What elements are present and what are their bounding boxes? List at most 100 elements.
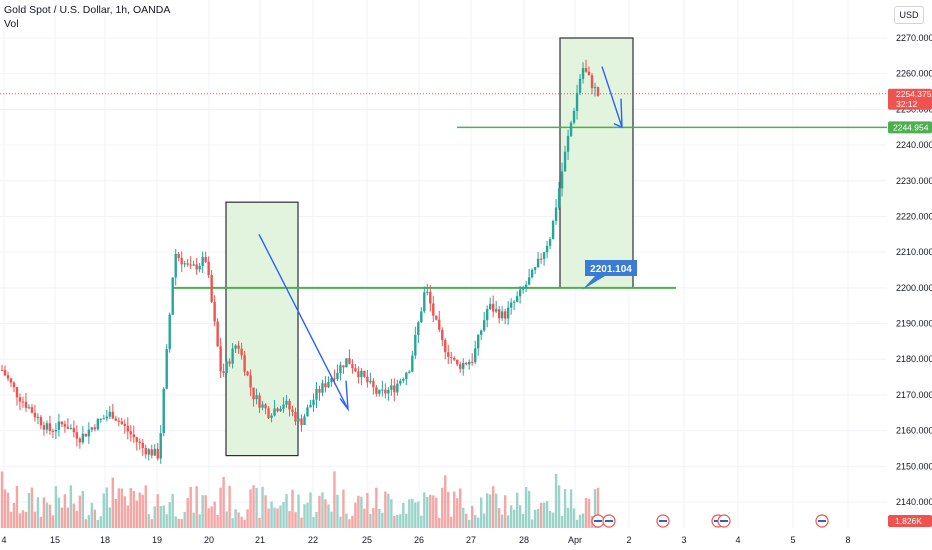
- candle-body: [423, 292, 426, 312]
- candle-body: [69, 428, 73, 430]
- candle-body: [57, 421, 61, 430]
- candle-body: [249, 375, 252, 388]
- candle-body: [24, 401, 28, 408]
- volume-bar: [147, 514, 150, 528]
- candle-body: [399, 380, 402, 384]
- volume-bar: [578, 514, 582, 528]
- candle-body: [3, 370, 7, 376]
- volume-bar: [0, 471, 4, 528]
- volume-bar: [294, 512, 297, 528]
- price-callout-bg[interactable]: [582, 260, 637, 290]
- candle-body: [333, 378, 336, 380]
- candle-body: [204, 256, 207, 262]
- volume-bar: [231, 518, 234, 528]
- x-tick-label: 18: [100, 535, 110, 545]
- volume-bar: [291, 489, 294, 528]
- candle-body: [144, 447, 147, 455]
- candle-body: [539, 258, 543, 260]
- candle-body: [63, 424, 67, 427]
- candle-body: [494, 309, 498, 312]
- volume-bar: [515, 492, 519, 528]
- candle-body: [165, 349, 168, 389]
- volume-bar: [66, 507, 70, 528]
- volume-bar: [135, 500, 138, 528]
- candle-body: [294, 412, 297, 422]
- volume-bar: [441, 487, 444, 528]
- volume-bar: [75, 510, 79, 528]
- volume-bar: [87, 514, 91, 528]
- volume-bar: [369, 513, 372, 528]
- candle-body: [138, 441, 141, 443]
- candle-body: [21, 401, 25, 403]
- volume-bar: [357, 495, 360, 528]
- volume-indicator-label[interactable]: Vol: [4, 18, 19, 30]
- trend-arrow-2[interactable]: [601, 66, 623, 128]
- candle-body: [261, 404, 264, 408]
- volume-bar: [78, 495, 82, 528]
- volume-bar: [321, 492, 324, 528]
- volume-bar: [90, 502, 94, 528]
- volume-bar: [315, 511, 318, 528]
- volume-bar: [536, 508, 540, 528]
- candle-body: [462, 362, 465, 369]
- volume-bar: [324, 499, 327, 528]
- highlight-box-2[interactable]: [559, 37, 634, 289]
- candle-body: [312, 399, 315, 406]
- y-tick-label: 2210.000: [896, 247, 932, 257]
- candle-body: [432, 303, 435, 316]
- volume-value: 1.826K: [895, 516, 922, 526]
- volume-bar: [354, 502, 357, 528]
- candle-body: [542, 252, 546, 259]
- trend-arrow-1[interactable]: [258, 233, 349, 410]
- volume-bar: [471, 505, 474, 528]
- candle-body: [198, 265, 201, 270]
- volume-bar: [234, 509, 237, 528]
- highlight-box-1[interactable]: [225, 201, 299, 457]
- volume-bar: [500, 514, 504, 528]
- candle-body: [348, 358, 351, 365]
- volume-badge[interactable]: [888, 515, 932, 527]
- volume-bar: [459, 488, 462, 528]
- candle-body: [273, 408, 276, 416]
- y-tick-label: 2200.000: [896, 283, 932, 293]
- volume-bar: [306, 502, 309, 528]
- candle-body: [9, 378, 13, 383]
- volume-bar: [72, 503, 76, 528]
- x-tick-label: 26: [414, 535, 424, 545]
- candle-body: [488, 303, 492, 310]
- candle-body: [234, 345, 237, 349]
- candle-body: [575, 92, 579, 111]
- candle-body: [126, 425, 129, 432]
- volume-bar: [219, 487, 222, 528]
- candle-body: [578, 78, 582, 93]
- volume-bar: [237, 512, 240, 528]
- candle-body: [90, 427, 94, 430]
- volume-bar: [18, 513, 22, 528]
- level-price-badge[interactable]: [888, 121, 932, 134]
- candle-body: [216, 321, 219, 347]
- volume-bar: [512, 509, 516, 528]
- volume-bar: [530, 519, 534, 528]
- y-tick-label: 2220.000: [896, 211, 932, 221]
- candle-body: [240, 348, 243, 356]
- x-tick-label: 5: [790, 535, 795, 545]
- candle-body: [27, 407, 31, 409]
- candle-body: [210, 275, 213, 302]
- current-price-badge[interactable]: [888, 88, 932, 110]
- candle-body: [557, 188, 561, 208]
- volume-bar: [42, 497, 46, 528]
- candle-body: [42, 425, 46, 430]
- volume-bar: [309, 492, 312, 528]
- symbol-title[interactable]: Gold Spot / U.S. Dollar, 1h, OANDA: [4, 4, 171, 16]
- candle-body: [180, 257, 183, 265]
- candle-body: [288, 400, 291, 410]
- candle-body: [339, 365, 342, 373]
- currency-button[interactable]: USD: [894, 6, 924, 24]
- volume-bar: [54, 486, 58, 528]
- volume-bar: [153, 506, 156, 528]
- candle-body: [87, 429, 91, 437]
- candle-body: [420, 311, 423, 323]
- candle-body: [375, 387, 378, 394]
- volume-bar: [539, 502, 543, 528]
